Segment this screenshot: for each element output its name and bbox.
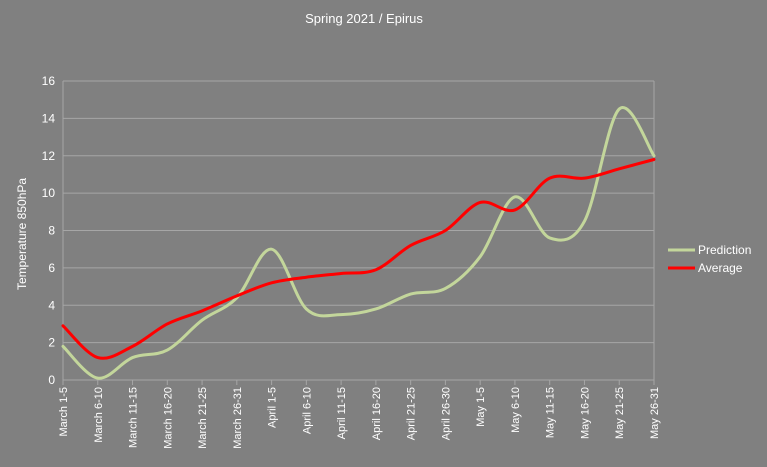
x-tick-label-0: March 1-5 bbox=[58, 387, 70, 437]
legend: Prediction Average bbox=[668, 243, 751, 275]
data-point-average-5 bbox=[235, 294, 239, 298]
data-point-average-7 bbox=[305, 276, 308, 279]
y-tick-label-8: 8 bbox=[48, 224, 55, 238]
data-point-average-11 bbox=[444, 229, 447, 232]
x-tick-label-12: May 1-5 bbox=[475, 387, 487, 427]
data-point-prediction-10 bbox=[409, 292, 412, 296]
x-tick-label-4: March 21-25 bbox=[197, 387, 209, 449]
data-point-average-3 bbox=[166, 322, 169, 326]
data-point-average-13 bbox=[513, 208, 517, 212]
data-point-prediction-2 bbox=[131, 356, 134, 359]
x-tick-label-11: April 26-30 bbox=[440, 387, 452, 440]
data-point-average-6 bbox=[270, 281, 273, 285]
data-point-average-10 bbox=[409, 244, 412, 247]
data-point-average-8 bbox=[339, 272, 343, 275]
x-tick-label-6: April 1-5 bbox=[267, 387, 279, 428]
x-tick-label-10: April 21-25 bbox=[406, 387, 418, 440]
series-lines bbox=[61, 106, 656, 380]
data-point-prediction-0 bbox=[61, 345, 65, 348]
data-point-prediction-14 bbox=[548, 236, 551, 240]
data-point-prediction-7 bbox=[305, 307, 308, 311]
y-tick-label-6: 6 bbox=[48, 261, 55, 275]
y-tick-label-16: 16 bbox=[42, 74, 56, 88]
y-axis-label: Temperature 850hPa bbox=[15, 178, 29, 290]
data-point-prediction-15 bbox=[583, 219, 586, 223]
data-point-average-12 bbox=[478, 201, 482, 204]
series-average bbox=[61, 157, 656, 360]
data-point-prediction-11 bbox=[444, 287, 447, 290]
x-tick-label-15: May 16-20 bbox=[579, 387, 591, 439]
x-tick-label-16: May 21-25 bbox=[614, 387, 626, 439]
data-point-prediction-6 bbox=[270, 247, 273, 251]
data-point-prediction-8 bbox=[339, 313, 343, 316]
data-point-average-2 bbox=[131, 345, 134, 348]
x-tick-label-13: May 6-10 bbox=[510, 387, 522, 433]
series-line-average bbox=[61, 157, 656, 360]
series-prediction bbox=[61, 106, 656, 380]
y-tick-label-2: 2 bbox=[48, 336, 55, 350]
x-tick-label-8: April 11-15 bbox=[336, 387, 348, 439]
data-point-average-16 bbox=[618, 167, 621, 171]
data-point-prediction-16 bbox=[618, 107, 621, 111]
data-point-prediction-12 bbox=[478, 255, 482, 258]
data-point-prediction-3 bbox=[166, 348, 169, 352]
legend-label-prediction: Prediction bbox=[698, 243, 751, 257]
chart-title: Spring 2021 / Epirus bbox=[305, 11, 423, 26]
data-point-average-0 bbox=[61, 324, 65, 328]
data-point-prediction-1 bbox=[96, 376, 99, 380]
data-point-average-15 bbox=[583, 176, 586, 180]
y-tick-label-12: 12 bbox=[42, 149, 56, 163]
x-tick-label-2: March 11-15 bbox=[128, 387, 140, 448]
data-point-average-1 bbox=[96, 356, 99, 359]
series-line-prediction bbox=[61, 106, 656, 380]
x-tick-label-17: May 26-31 bbox=[649, 387, 661, 439]
grid bbox=[63, 80, 655, 381]
x-tick-label-14: May 11-15 bbox=[545, 387, 557, 438]
data-point-average-9 bbox=[374, 268, 378, 271]
x-tick-label-5: March 26-31 bbox=[232, 387, 244, 449]
y-tick-label-10: 10 bbox=[42, 186, 56, 200]
data-point-prediction-4 bbox=[200, 319, 204, 322]
data-point-prediction-17 bbox=[652, 154, 656, 157]
x-tick-label-7: April 6-10 bbox=[301, 387, 313, 434]
y-tick-label-14: 14 bbox=[42, 111, 56, 125]
x-tick-label-9: April 16-20 bbox=[371, 387, 383, 440]
data-point-prediction-9 bbox=[374, 307, 378, 311]
x-tick-label-1: March 6-10 bbox=[93, 387, 105, 443]
data-point-prediction-13 bbox=[513, 195, 517, 199]
y-tick-label-4: 4 bbox=[48, 298, 55, 312]
legend-label-average: Average bbox=[698, 261, 743, 275]
y-tick-label-0: 0 bbox=[48, 373, 55, 387]
axes: 0 2 4 6 8 10 12 14 16 March 1-5 March 6-10 March 11… bbox=[42, 74, 661, 449]
data-point-average-14 bbox=[548, 176, 551, 180]
data-point-average-4 bbox=[200, 309, 204, 313]
x-tick-label-3: March 16-20 bbox=[162, 387, 174, 449]
data-point-average-17 bbox=[652, 158, 656, 161]
